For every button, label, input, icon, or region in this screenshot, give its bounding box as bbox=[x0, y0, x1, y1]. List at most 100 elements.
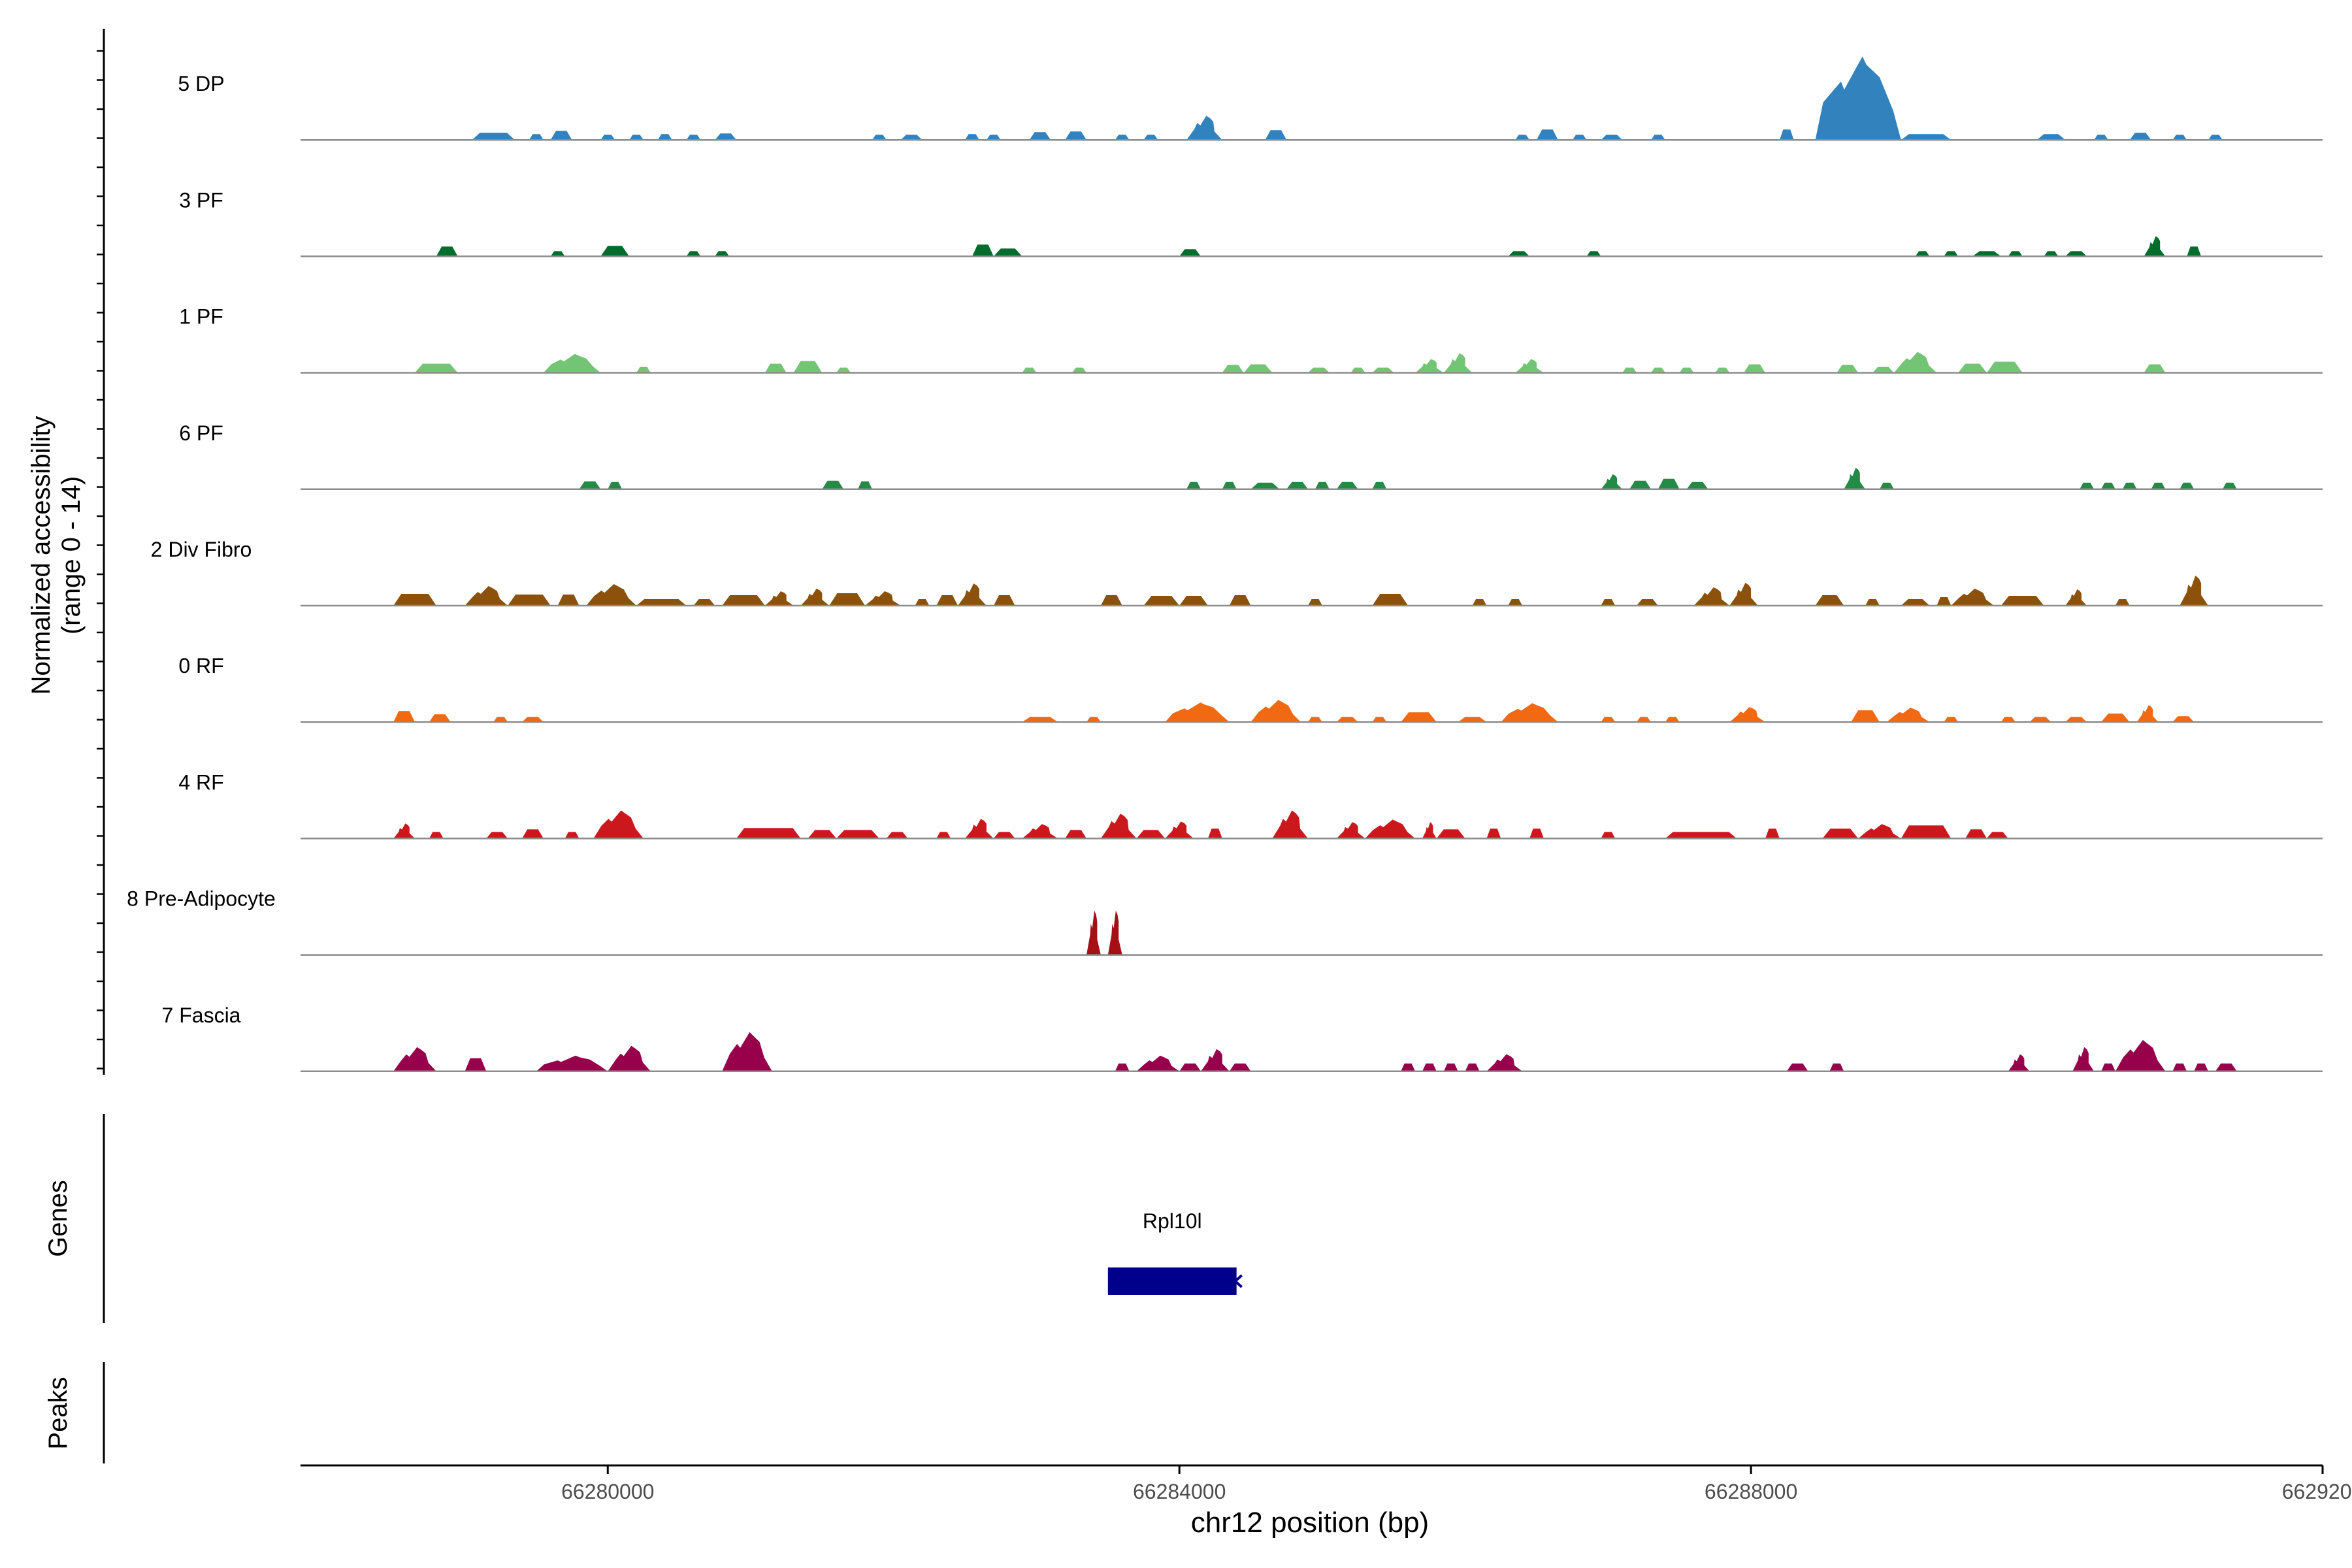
coverage-peak bbox=[1815, 595, 1844, 606]
coverage-peak bbox=[686, 135, 701, 140]
coverage-peak bbox=[1765, 828, 1780, 839]
coverage-peak bbox=[1858, 824, 1901, 839]
coverage-peak bbox=[1915, 251, 1930, 257]
coverage-peak bbox=[1472, 599, 1487, 606]
coverage-peak bbox=[1744, 364, 1765, 373]
coverage-peak bbox=[1086, 717, 1101, 723]
coverage-peak bbox=[1143, 596, 1180, 606]
coverage-peak bbox=[1572, 135, 1587, 140]
track-0-rf: 0 RF bbox=[178, 654, 2323, 723]
coverage-peak bbox=[1443, 1063, 1458, 1071]
coverage-peak bbox=[1458, 717, 1487, 723]
coverage-peak bbox=[1315, 482, 1330, 489]
coverage-peak bbox=[1951, 589, 1994, 606]
coverage-peak bbox=[1786, 1063, 1808, 1071]
coverage-peak bbox=[1143, 135, 1158, 140]
coverage-peak bbox=[1022, 824, 1058, 839]
coverage-peak bbox=[2194, 1063, 2209, 1071]
coverage-peak bbox=[2029, 717, 2051, 723]
coverage-peak bbox=[1336, 482, 1358, 489]
y-ticks bbox=[97, 50, 104, 1070]
coverage-peak bbox=[722, 1032, 772, 1071]
x-axis-label: chr12 position (bp) bbox=[1191, 1507, 1429, 1539]
coverage-peak bbox=[1501, 703, 1558, 723]
coverage-peak bbox=[793, 361, 823, 373]
coverage-peak bbox=[2100, 1063, 2115, 1071]
coverage-peak bbox=[579, 481, 601, 489]
coverage-peak bbox=[1308, 717, 1322, 723]
coverage-peak bbox=[1901, 134, 1952, 140]
track-8-pre-adipocyte: 8 Pre-Adipocyte bbox=[127, 887, 2323, 956]
coverage-peak bbox=[1958, 363, 1987, 373]
gene-layer: Rpl10l bbox=[1107, 1209, 1243, 1295]
coverage-peak bbox=[1650, 135, 1665, 140]
coverage-peak bbox=[2044, 251, 2059, 257]
coverage-peak bbox=[1422, 822, 1437, 839]
coverage-peak bbox=[1829, 1063, 1844, 1071]
coverage-peak bbox=[2115, 599, 2130, 606]
coverage-peak bbox=[993, 595, 1015, 606]
coverage-peak bbox=[1265, 130, 1287, 140]
coverage-peak bbox=[2129, 133, 2151, 140]
coverage-peak bbox=[1637, 717, 1651, 723]
coverage-peak bbox=[550, 251, 565, 257]
peaks-panel-label: Peaks bbox=[44, 1377, 73, 1449]
coverage-peak bbox=[1886, 708, 1930, 723]
coverage-peak bbox=[2180, 576, 2209, 606]
coverage-peak bbox=[1901, 599, 1930, 606]
coverage-peak bbox=[1936, 597, 1952, 606]
coverage-peak bbox=[393, 594, 436, 606]
coverage-peak bbox=[1601, 832, 1616, 839]
coverage-peak bbox=[2222, 482, 2237, 489]
coverage-peak bbox=[1872, 367, 1894, 373]
track-5-dp: 5 DP bbox=[178, 56, 2323, 141]
coverage-peak bbox=[1200, 1049, 1230, 1071]
coverage-peak bbox=[1179, 249, 1201, 257]
coverage-peak bbox=[1415, 359, 1444, 373]
track-7-fascia: 7 Fascia bbox=[162, 1004, 2323, 1073]
coverage-peak bbox=[608, 1045, 651, 1071]
coverage-peak bbox=[1115, 1063, 1130, 1071]
coverage-peak bbox=[1308, 367, 1330, 373]
coverage-peak bbox=[965, 819, 994, 839]
coverage-peak bbox=[1136, 830, 1166, 839]
coverage-peak bbox=[1272, 810, 1309, 839]
coverage-peak bbox=[2065, 589, 2087, 606]
coverage-peak bbox=[693, 599, 715, 606]
coverage-peak bbox=[2215, 1063, 2237, 1071]
coverage-peak bbox=[2100, 482, 2115, 489]
coverage-peak bbox=[1250, 700, 1301, 723]
coverage-peak bbox=[600, 246, 630, 257]
coverage-peak bbox=[864, 591, 901, 606]
coverage-peak bbox=[1515, 135, 1530, 140]
coverage-peak bbox=[1100, 813, 1137, 839]
coverage-peak bbox=[836, 367, 851, 373]
coverage-peak bbox=[1650, 367, 1665, 373]
coverage-peak bbox=[393, 1047, 436, 1071]
coverage-peak bbox=[1207, 828, 1222, 839]
track-2-div-fibro: 2 Div Fibro bbox=[151, 538, 2323, 607]
coverage-peak bbox=[1637, 599, 1658, 606]
coverage-peak bbox=[1336, 717, 1358, 723]
y-axis-label-line2: (range 0 - 14) bbox=[57, 476, 86, 634]
coverage-peak bbox=[993, 832, 1015, 839]
coverage-peak bbox=[1529, 828, 1544, 839]
x-tick-label: 6629200 bbox=[2282, 1480, 2352, 1503]
track-label: 0 RF bbox=[178, 654, 223, 678]
coverage-peak bbox=[2072, 1047, 2095, 1071]
coverage-peak bbox=[1601, 474, 1623, 489]
coverage-peak bbox=[1879, 482, 1894, 489]
coverage-peak bbox=[2008, 251, 2023, 257]
x-tick-label: 66280000 bbox=[561, 1480, 654, 1503]
coverage-peak bbox=[1422, 1063, 1437, 1071]
coverage-peak bbox=[586, 584, 637, 606]
coverage-peak bbox=[1165, 702, 1230, 723]
coverage-peak bbox=[550, 131, 572, 140]
coverage-peak bbox=[1022, 367, 1037, 373]
coverage-peak bbox=[958, 583, 987, 606]
genes-panel-label: Genes bbox=[44, 1180, 73, 1257]
coverage-peak bbox=[1186, 482, 1201, 489]
coverage-peak bbox=[1965, 829, 1987, 839]
coverage-peak bbox=[1601, 599, 1616, 606]
coverage-peak bbox=[1629, 480, 1651, 489]
